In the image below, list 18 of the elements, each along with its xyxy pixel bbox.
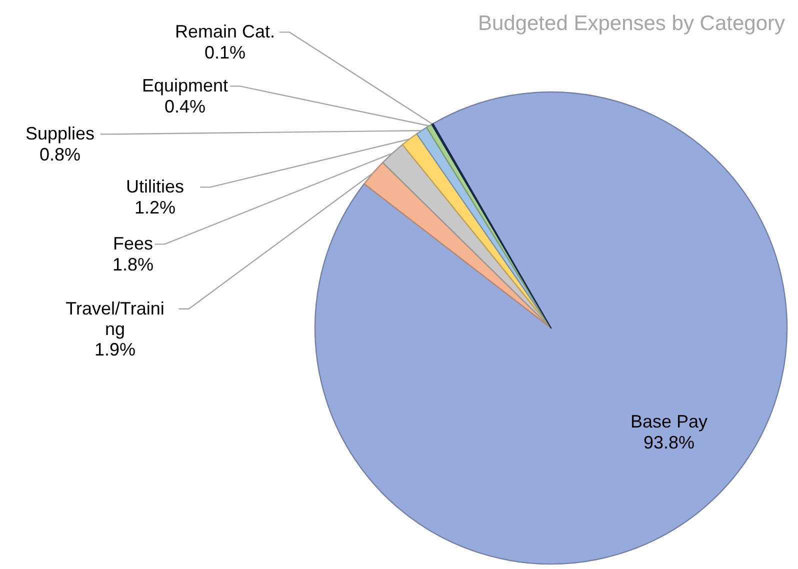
slice-label: Remain Cat. — [174, 22, 276, 42]
data-label: 1.8% — [112, 254, 154, 274]
slice-label: Utilities — [126, 176, 184, 197]
data-label: 1.2% — [134, 197, 176, 218]
pie-slice — [314, 91, 788, 564]
data-label: 0.8% — [39, 144, 81, 164]
slice-label: Base Pay — [630, 412, 708, 432]
data-label: 0.1% — [204, 42, 246, 62]
pie-slice — [364, 162, 552, 329]
slice-label: Fees — [112, 234, 154, 254]
slice-label: Equipment — [142, 76, 228, 96]
pie-slice — [382, 144, 552, 329]
data-label: 0.4% — [164, 96, 206, 116]
chart-title: Budgeted Expenses by Category — [478, 12, 786, 35]
data-label: 93.8% — [643, 432, 695, 452]
data-label: 1.9% — [94, 340, 136, 360]
slice-label: Travel/Training — [66, 298, 164, 339]
slice-label: Supplies — [25, 124, 95, 144]
